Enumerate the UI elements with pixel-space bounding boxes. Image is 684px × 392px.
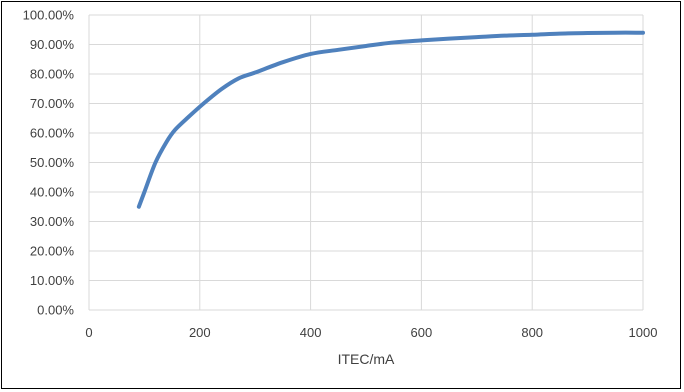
y-tick-label: 50.00% xyxy=(30,155,75,170)
y-tick-label: 100.00% xyxy=(23,8,75,23)
x-tick-label: 200 xyxy=(189,325,211,340)
x-tick-label: 400 xyxy=(300,325,322,340)
y-tick-label: 0.00% xyxy=(37,303,74,318)
x-tick-label: 800 xyxy=(521,325,543,340)
series-line xyxy=(136,30,645,209)
x-tick-label: 0 xyxy=(85,325,92,340)
y-tick-label: 40.00% xyxy=(30,185,75,200)
y-tick-label: 10.00% xyxy=(30,273,75,288)
y-tick-label: 20.00% xyxy=(30,244,75,259)
y-tick-label: 80.00% xyxy=(30,67,75,82)
x-axis-ticks: 0 200 400 600 800 1000 xyxy=(85,325,657,340)
x-tick-label: 1000 xyxy=(629,325,658,340)
y-axis-ticks: 0.00% 10.00% 20.00% 30.00% 40.00% 50.00% 60.00… xyxy=(23,8,75,318)
y-tick-label: 60.00% xyxy=(30,126,75,141)
y-tick-label: 90.00% xyxy=(30,37,75,52)
grid-lines xyxy=(88,14,644,311)
x-tick-label: 600 xyxy=(411,325,433,340)
series-group xyxy=(136,30,645,209)
x-axis-label: ITEC/mA xyxy=(338,351,395,367)
y-tick-label: 70.00% xyxy=(30,96,75,111)
y-tick-label: 30.00% xyxy=(30,214,75,229)
